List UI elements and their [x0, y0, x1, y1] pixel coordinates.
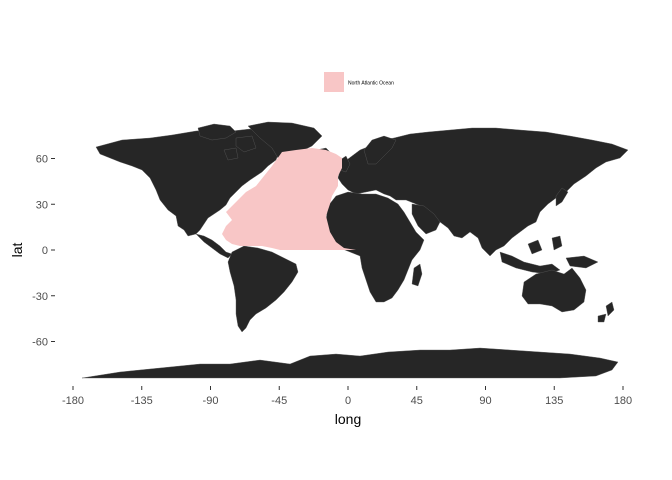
- y-tick-label: -60: [32, 337, 48, 349]
- y-axis-title: lat: [9, 243, 25, 258]
- land-new-zealand: [597, 301, 615, 323]
- x-tick-label: 45: [411, 395, 423, 407]
- x-axis-title: long: [335, 411, 361, 427]
- x-tick-label: 135: [545, 395, 563, 407]
- land-arctic-islands: [197, 123, 257, 161]
- land-arabia: [411, 203, 441, 235]
- x-tick-label: 180: [614, 395, 632, 407]
- y-tick-label: -30: [32, 291, 48, 303]
- region-north-atlantic: [222, 148, 356, 250]
- y-axis: 60 30 0 -30 -60: [32, 154, 55, 349]
- x-tick-label: -135: [131, 395, 153, 407]
- y-tick-label: 60: [36, 154, 48, 166]
- x-tick-label: 0: [345, 395, 351, 407]
- land-madagascar: [411, 263, 423, 287]
- x-tick-label: -180: [62, 395, 84, 407]
- land-africa: [325, 191, 425, 303]
- land-antarctica: [81, 347, 619, 379]
- land-south-america: [227, 245, 299, 333]
- land-eurasia: [337, 127, 629, 257]
- x-tick-label: -90: [203, 395, 219, 407]
- x-tick-label: 90: [479, 395, 491, 407]
- legend: North Atlantic Ocean: [324, 72, 394, 92]
- legend-key-north-atlantic: [324, 72, 344, 92]
- land-southeast-asia-islands: [499, 235, 599, 275]
- land-australia: [521, 267, 587, 313]
- y-tick-label: 30: [36, 199, 48, 211]
- land-scandinavia: [363, 135, 397, 165]
- x-tick-label: -45: [271, 395, 287, 407]
- legend-label-north-atlantic: North Atlantic Ocean: [348, 81, 394, 87]
- land-japan: [555, 187, 569, 207]
- x-axis: -180 -135 -90 -45 0 45 90 135 180: [62, 386, 632, 407]
- y-tick-label: 0: [42, 245, 48, 257]
